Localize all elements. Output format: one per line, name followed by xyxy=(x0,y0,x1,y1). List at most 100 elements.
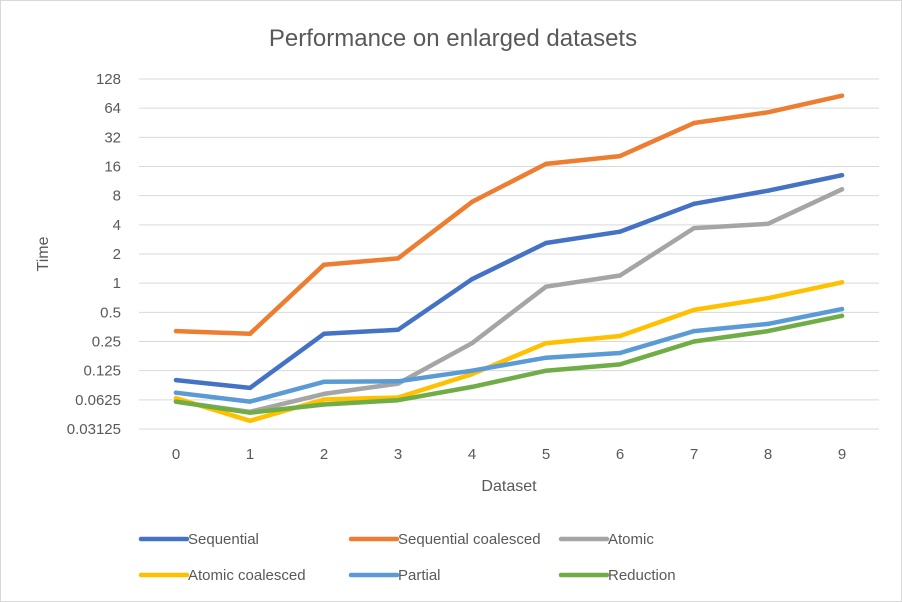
y-tick-label: 4 xyxy=(113,217,121,234)
data-point xyxy=(469,199,475,205)
data-point xyxy=(543,355,549,360)
legend-item: Reduction xyxy=(558,567,676,584)
data-point xyxy=(395,256,401,261)
y-tick-label: 16 xyxy=(104,159,121,176)
data-point xyxy=(839,187,845,192)
data-point xyxy=(691,339,697,344)
data-point xyxy=(321,262,327,267)
data-point xyxy=(395,397,401,403)
y-tick-label: 2 xyxy=(113,246,121,263)
y-tick-label: 0.125 xyxy=(83,363,121,380)
legend-item: Atomic coalesced xyxy=(138,567,306,584)
data-point xyxy=(691,120,697,126)
x-tick-label: 8 xyxy=(764,446,772,463)
series-line-sequential xyxy=(173,172,845,391)
series-line-atomic xyxy=(173,187,845,415)
y-tick-label: 128 xyxy=(96,71,121,88)
data-point xyxy=(765,188,771,193)
y-tick-label: 0.25 xyxy=(92,334,121,351)
data-point xyxy=(469,341,475,346)
data-point xyxy=(839,173,845,178)
data-point xyxy=(543,284,549,289)
legend-label: Partial xyxy=(398,567,441,584)
data-point xyxy=(765,328,771,334)
data-point xyxy=(173,399,179,404)
legend-label: Atomic xyxy=(608,531,654,548)
data-point xyxy=(395,379,401,384)
data-point xyxy=(617,153,623,159)
data-point xyxy=(617,273,623,278)
series-line-sequential-coalesced xyxy=(173,93,845,337)
data-point xyxy=(839,93,845,98)
data-point xyxy=(765,321,771,327)
y-tick-label: 1 xyxy=(113,275,121,292)
data-point xyxy=(247,331,253,337)
data-point xyxy=(691,328,697,334)
data-point xyxy=(543,240,549,246)
x-tick-label: 6 xyxy=(616,446,624,463)
data-point xyxy=(395,327,401,333)
legend-label: Sequential xyxy=(188,531,259,548)
x-tick-label: 3 xyxy=(394,446,402,463)
y-tick-label: 0.5 xyxy=(100,304,121,321)
y-tick-label: 8 xyxy=(113,188,121,205)
data-point xyxy=(617,362,623,367)
y-axis-ticks: 0.03125 0.0625 0.125 0.25 0.5 1 2 4 8 16 32 64 128 xyxy=(67,71,121,438)
x-tick-label: 1 xyxy=(246,446,254,463)
x-tick-label: 5 xyxy=(542,446,550,463)
x-axis-ticks: 0 1 2 3 4 5 6 7 8 9 xyxy=(172,446,846,463)
data-point xyxy=(617,350,623,356)
legend-item: Partial xyxy=(348,567,441,584)
data-point xyxy=(321,379,327,384)
data-point xyxy=(247,410,253,415)
legend: Sequential Sequential coalesced Atomic Atom… xyxy=(138,531,676,584)
y-tick-label: 32 xyxy=(104,129,121,146)
data-point xyxy=(691,307,697,313)
y-tick-label: 0.0625 xyxy=(75,392,121,409)
data-point xyxy=(839,306,845,312)
data-point xyxy=(765,221,771,226)
x-tick-label: 0 xyxy=(172,446,180,463)
data-point xyxy=(321,397,327,402)
y-tick-label: 64 xyxy=(104,100,121,117)
data-point xyxy=(469,276,475,282)
data-point xyxy=(173,395,179,401)
x-axis-title: Dataset xyxy=(481,478,537,495)
data-point xyxy=(469,384,475,390)
data-point xyxy=(173,390,179,395)
data-point xyxy=(765,110,771,115)
data-point xyxy=(321,402,327,407)
data-point xyxy=(839,280,845,285)
x-tick-label: 7 xyxy=(690,446,698,463)
data-point xyxy=(321,391,327,397)
data-point xyxy=(543,368,549,373)
data-point xyxy=(765,295,771,301)
data-point xyxy=(321,331,327,337)
data-point xyxy=(691,225,697,231)
x-tick-label: 2 xyxy=(320,446,328,463)
y-tick-label: 0.03125 xyxy=(67,421,121,438)
data-point xyxy=(543,161,549,167)
data-point xyxy=(839,313,845,319)
data-point xyxy=(173,377,179,383)
legend-item: Sequential coalesced xyxy=(348,531,541,548)
legend-label: Atomic coalesced xyxy=(188,567,306,584)
y-axis-title: Time xyxy=(35,236,52,271)
data-point xyxy=(247,385,253,391)
legend-item: Atomic xyxy=(558,531,654,548)
data-point xyxy=(691,201,697,206)
data-point xyxy=(617,333,623,339)
data-point xyxy=(173,328,179,334)
legend-item: Sequential xyxy=(138,531,259,548)
data-point xyxy=(247,418,253,423)
series-line-reduction xyxy=(173,313,845,415)
data-point xyxy=(247,399,253,404)
chart-title: Performance on enlarged datasets xyxy=(269,25,637,52)
data-point xyxy=(469,368,475,373)
series-lines xyxy=(173,93,845,424)
series-line-partial xyxy=(173,306,845,404)
data-point xyxy=(617,229,623,234)
x-tick-label: 9 xyxy=(838,446,846,463)
